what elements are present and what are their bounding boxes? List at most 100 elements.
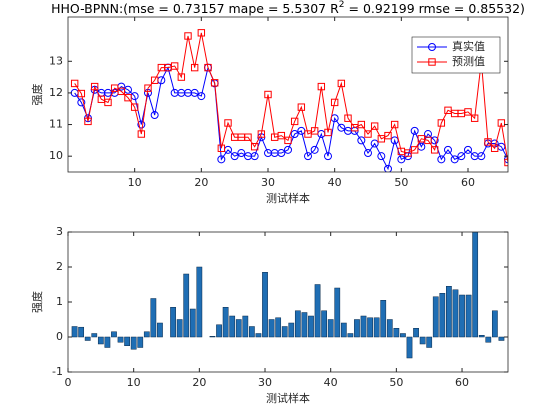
bar [183, 273, 190, 338]
point [484, 138, 492, 146]
bar [360, 315, 367, 338]
title-superscript: 2 [339, 0, 345, 10]
x-tick-label: 60 [461, 176, 475, 189]
point [204, 63, 212, 72]
bar [104, 336, 111, 348]
x-tick-label: 50 [394, 176, 408, 189]
point [137, 120, 146, 129]
bar [71, 326, 78, 338]
bar [380, 300, 387, 338]
y-axis-label: 强度 [30, 84, 44, 106]
point [357, 120, 366, 129]
bar [130, 336, 137, 350]
bar [472, 232, 479, 338]
point [370, 139, 379, 148]
point [170, 62, 179, 70]
bar [498, 336, 505, 341]
bar [465, 294, 472, 338]
point [337, 123, 346, 132]
x-tick-label: 0 [65, 376, 72, 389]
point [317, 82, 326, 91]
bar [439, 293, 446, 338]
point [237, 149, 246, 158]
bar [242, 315, 249, 338]
bar [209, 336, 216, 338]
title-part: = 0.92199 rmse = 0.85532) [345, 1, 525, 16]
bar [393, 328, 400, 338]
bar [196, 266, 203, 338]
point [304, 152, 312, 161]
bar [400, 333, 406, 338]
point [297, 103, 306, 111]
point [217, 144, 226, 152]
bar [143, 331, 150, 338]
y-tick-label: 1 [56, 295, 63, 308]
point [190, 63, 199, 72]
point [250, 152, 259, 161]
bar [491, 310, 498, 338]
y-tick-label: 13 [49, 54, 63, 67]
axes-box [67, 16, 509, 173]
point [310, 145, 319, 154]
x-tick-label: 60 [455, 376, 469, 389]
bar [314, 284, 321, 338]
point [290, 130, 299, 139]
bar [176, 319, 183, 338]
bar [249, 326, 255, 338]
point [77, 98, 86, 107]
plot-area [71, 232, 505, 359]
point [324, 128, 332, 137]
point [497, 119, 506, 127]
y-axis-label: 强度 [30, 291, 44, 313]
point [284, 136, 292, 145]
bar [485, 336, 492, 343]
plot-area [70, 29, 508, 172]
bar [406, 336, 413, 359]
point [277, 149, 286, 158]
point [150, 111, 159, 120]
point [230, 152, 239, 161]
x-tick-label: 50 [389, 376, 403, 389]
legend-label: 真实值 [452, 39, 485, 53]
point [370, 122, 379, 130]
x-axis-label: 测试样本 [266, 191, 310, 205]
point [364, 130, 372, 138]
y-tick-label: 11 [49, 118, 63, 131]
point [364, 149, 372, 158]
bar [91, 333, 98, 338]
bar [413, 328, 419, 338]
point [184, 32, 192, 40]
bar [308, 315, 314, 338]
point [437, 155, 446, 164]
bar [478, 335, 485, 338]
bar [137, 336, 144, 348]
bar [275, 317, 282, 338]
bar [281, 326, 288, 338]
bar [84, 336, 91, 341]
point [344, 114, 352, 122]
point [410, 126, 419, 135]
point [337, 79, 346, 88]
bar [294, 310, 301, 338]
bar [124, 336, 130, 346]
bar [301, 312, 308, 338]
y-tick-label: 10 [49, 149, 63, 162]
point [464, 145, 472, 154]
bar [97, 336, 104, 345]
bar [288, 322, 295, 338]
bar [373, 317, 380, 338]
point [357, 136, 366, 145]
point [390, 120, 399, 129]
x-tick-label: 10 [128, 176, 142, 189]
x-tick-label: 20 [194, 176, 208, 189]
bar [327, 319, 334, 338]
bar [189, 308, 196, 338]
y-tick-label: -1 [52, 365, 63, 378]
point [257, 130, 266, 138]
bar [347, 333, 354, 338]
legend-box [411, 36, 501, 74]
bar [222, 307, 229, 338]
x-tick-label: 40 [328, 176, 342, 189]
bar [255, 333, 262, 338]
